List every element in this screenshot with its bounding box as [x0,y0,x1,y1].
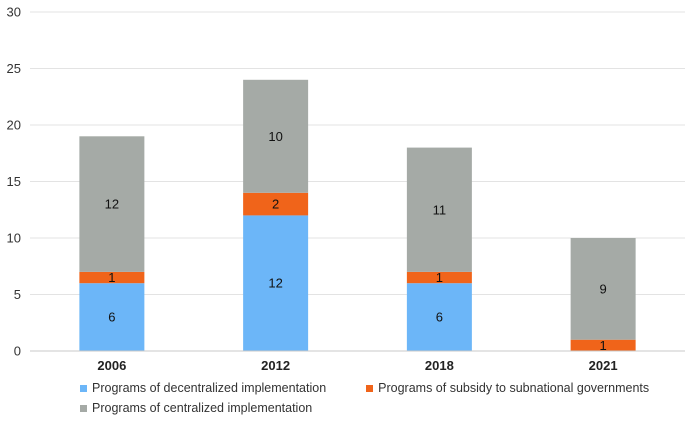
legend-label-subsidy: Programs of subsidy to subnational gover… [378,381,650,395]
legend-swatch-subsidy [366,384,374,392]
y-tick-label: 30 [7,5,21,20]
legend: Programs of decentralized implementation… [80,378,680,418]
data-label: 1 [600,338,607,353]
legend-row-2: Programs of centralized implementation [80,398,680,418]
y-tick-label: 5 [14,287,21,302]
bar-segment-2018-2 [406,147,472,272]
bar-segment-2006-2 [79,136,145,272]
legend-label-centralized: Programs of centralized implementation [92,401,313,415]
legend-swatch-decentralized [80,384,87,392]
bar-segment-2018-0 [406,283,472,351]
data-label: 2 [272,197,279,212]
x-tick-label: 2012 [261,358,290,373]
y-tick-label: 20 [7,118,21,133]
y-axis: 0 5 10 15 20 25 30 [7,5,21,359]
data-label: 1 [108,270,115,285]
data-label: 1 [436,270,443,285]
y-tick-label: 25 [7,61,21,76]
bar-segment-2012-0 [243,215,309,351]
x-tick-label: 2021 [589,358,618,373]
bar-segment-2018-1 [406,271,472,284]
x-axis: 2006 2012 2018 2021 [30,350,685,373]
data-label: 10 [268,129,282,144]
x-tick-label: 2006 [97,358,126,373]
bar-segment-2021-2 [570,238,636,340]
legend-row-1: Programs of decentralized implementation… [80,378,680,398]
bar-segment-2006-0 [79,283,145,351]
legend-swatch-centralized [80,404,87,412]
bars [79,79,636,351]
legend-label-decentralized: Programs of decentralized implementation [92,381,327,395]
bar-segment-2012-1 [243,192,309,216]
bar-segment-2006-1 [79,271,145,284]
data-label: 12 [105,197,119,212]
y-tick-label: 10 [7,231,21,246]
data-label: 11 [433,202,447,217]
bar-segment-2012-2 [243,79,309,193]
legend-item-subsidy: Programs of subsidy to subnational gover… [366,381,649,395]
data-label: 9 [600,281,607,296]
legend-item-centralized: Programs of centralized implementation [80,401,312,415]
data-label: 12 [268,276,282,291]
y-tick-label: 0 [14,344,21,359]
data-label: 6 [436,310,443,325]
bar-segment-2021-1 [570,339,636,351]
legend-item-decentralized: Programs of decentralized implementation [80,381,326,395]
x-tick-label: 2018 [425,358,454,373]
data-label: 6 [108,310,115,325]
y-tick-label: 15 [7,174,21,189]
